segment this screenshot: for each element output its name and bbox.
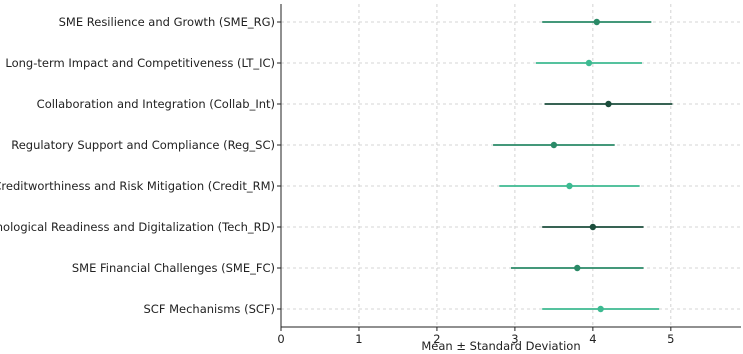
- mean-points: [550, 18, 612, 313]
- grid: [280, 4, 741, 327]
- y-tick-label: Creditworthiness and Risk Mitigation (Cr…: [0, 179, 275, 193]
- x-tick-labels: 0 1 2 3 4 5: [277, 332, 674, 346]
- y-tick-label: SCF Mechanisms (SCF): [144, 302, 276, 316]
- x-tick-label: 5: [667, 332, 674, 346]
- mean-point: [589, 223, 597, 231]
- x-tick-label: 4: [589, 332, 596, 346]
- y-tick-labels: SME Resilience and Growth (SME_RG) Long-t…: [0, 15, 275, 316]
- y-tick-label: Long-term Impact and Competitiveness (LT…: [5, 56, 275, 70]
- y-tick-label: Regulatory Support and Compliance (Reg_S…: [11, 138, 275, 152]
- y-tick-label: Collaboration and Integration (Collab_In…: [37, 97, 275, 111]
- y-tick-label: Technological Readiness and Digitalizati…: [0, 220, 275, 234]
- mean-point: [574, 264, 581, 272]
- mean-point: [605, 100, 612, 108]
- y-tick-label: SME Financial Challenges (SME_FC): [72, 261, 275, 275]
- x-tick-label: 3: [511, 332, 518, 346]
- axes: [277, 4, 741, 331]
- mean-point: [566, 182, 573, 190]
- x-tick-label: 1: [355, 332, 362, 346]
- x-tick-label: 0: [277, 332, 284, 346]
- mean-point: [550, 141, 558, 149]
- y-tick-label: SME Resilience and Growth (SME_RG): [59, 15, 275, 29]
- mean-point: [593, 18, 600, 26]
- error-bars: [493, 21, 673, 310]
- x-axis-label: Mean ± Standard Deviation: [421, 339, 580, 353]
- x-tick-label: 2: [433, 332, 440, 346]
- mean-point: [585, 59, 593, 67]
- mean-point: [597, 305, 604, 313]
